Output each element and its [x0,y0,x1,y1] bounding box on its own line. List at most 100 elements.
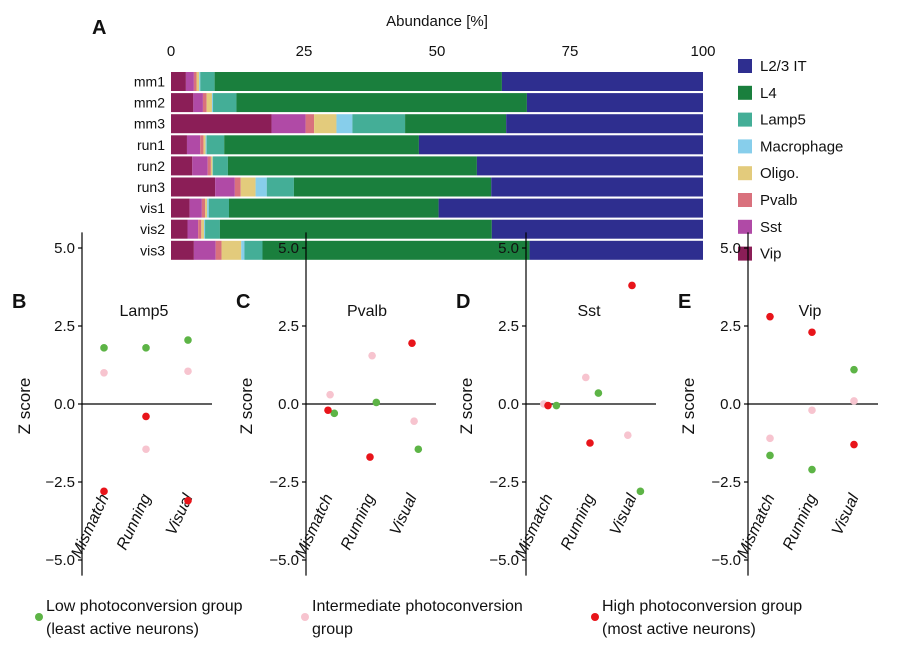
x-category-label-running: Running [780,491,821,552]
bar-segment-vis2-lamp5 [205,219,220,239]
panel-d-y-axis-label: Z score [457,378,476,435]
panel-a-row-label-run2: run2 [137,158,165,174]
point-pvalb-mismatch-low [330,409,339,418]
y-tick-label: 5.0 [498,240,519,257]
bar-segment-run1-sst [186,135,201,155]
legend-high-marker [591,613,599,621]
legend-label-vip: Vip [760,246,781,263]
bar-segment-vis1-oligo [205,198,208,218]
legend-label-lamp5: Lamp5 [760,112,806,129]
panel-a-row-label-vis1: vis1 [140,200,165,216]
y-tick-label: 0.0 [54,396,75,413]
y-tick-label: 2.5 [54,318,75,335]
legend-high-line1: High photoconversion group [602,598,802,615]
bar-segment-vis2-macrophage [203,219,206,239]
y-tick-label: −5.0 [269,552,299,569]
legend-label-oligo: Oligo. [760,165,799,182]
panel-c-title: Pvalb [347,303,387,320]
point-pvalb-visual-int [410,417,418,425]
x-category-label-mismatch: Mismatch [68,491,112,560]
point-pvalb-running-low [372,398,381,407]
bar-segment-vis3-oligo [221,240,242,260]
bar-segment-vis1-lamp5 [208,198,229,218]
y-tick-label: −5.0 [45,552,75,569]
bar-segment-vis2-oligo [201,219,204,239]
point-sst-running-low [594,389,603,397]
bar-segment-mm1-pvalb [193,72,197,91]
bar-segment-mm2-macrophage [211,93,214,113]
point-sst-running-int [582,373,590,382]
bar-segment-vis3-lamp5 [244,240,263,260]
point-sst-visual-int [624,431,632,440]
panel-a-x-tick-label: 75 [562,43,579,60]
bar-segment-mm1-sst [185,72,194,91]
panel-a-row-label-mm1: mm1 [134,74,165,90]
y-tick-label: 5.0 [278,240,299,257]
panel-c-y-axis-label: Z score [237,378,256,435]
point-pvalb-mismatch-int [326,390,334,399]
point-vip-mismatch-high [766,312,774,321]
bar-segment-mm2-pvalb [202,93,207,113]
x-category-label-mismatch: Mismatch [512,491,556,560]
point-vip-running-int [808,406,816,415]
y-tick-label: 5.0 [720,240,741,257]
legend-swatch-oligo [738,166,752,181]
point-lamp5-visual-low [184,336,192,344]
bar-segment-run3-lamp5 [266,177,294,197]
bar-segment-mm3-l4 [405,114,507,134]
legend-label-macrophage: Macrophage [760,138,843,155]
point-pvalb-mismatch-high [324,406,332,415]
group-legend: Low photoconversion group (least active … [35,598,802,638]
y-tick-label: 0.0 [498,396,519,413]
panel-a-row-label-mm2: mm2 [134,95,165,111]
bar-segment-mm3-sst [271,114,306,134]
panel-b-letter: B [12,291,26,313]
bar-segment-vis2-pvalb [198,219,202,239]
legend-low-marker [35,613,43,621]
bar-segment-run2-pvalb [207,156,211,176]
bar-segment-run1-l2-3-it [418,135,703,155]
point-lamp5-mismatch-high [100,487,108,496]
x-category-label-visual: Visual [829,491,863,538]
y-tick-label: −2.5 [269,474,299,491]
bar-segment-mm3-macrophage [336,114,353,134]
y-tick-label: −2.5 [711,474,741,491]
bar-segment-vis1-macrophage [207,198,209,218]
bar-segment-run1-vip [171,135,187,155]
point-lamp5-visual-high [184,496,192,505]
bar-segment-vis3-l4 [262,240,530,260]
bar-segment-mm2-sst [193,93,203,113]
point-lamp5-running-low [142,344,150,352]
bar-segment-vis1-sst [189,198,202,218]
bar-segment-mm1-lamp5 [200,72,215,91]
legend-low-line2: (least active neurons) [46,621,199,638]
panel-c-pvalb-scatter: C Pvalb Z score 5.0 2.5 0.0 −2.5 −5.0Mismatc… [236,232,436,576]
bar-segment-run2-l2-3-it [476,156,703,176]
bar-segment-run2-lamp5 [213,156,228,176]
point-vip-visual-int [850,397,858,405]
bar-segment-run2-sst [192,156,208,176]
bar-segment-vis3-l2-3-it [529,240,703,260]
panel-e-title: Vip [799,303,822,320]
bar-segment-run3-oligo [240,177,256,197]
x-category-label-running: Running [338,491,379,552]
x-category-label-visual: Visual [387,491,421,538]
legend-label-l4: L4 [760,85,777,102]
y-tick-label: 0.0 [720,396,741,413]
panel-a-bars [171,72,703,260]
legend-swatch-l4 [738,85,752,100]
bar-segment-vis1-pvalb [201,198,206,218]
bar-segment-run1-macrophage [205,135,207,155]
bar-segment-run1-oligo [203,135,206,155]
point-vip-visual-low [850,365,858,374]
bar-segment-run3-macrophage [255,177,267,197]
point-pvalb-visual-low [414,445,423,454]
panel-b-y-axis-label: Z score [15,378,34,435]
bar-segment-mm2-l4 [236,93,527,113]
point-vip-visual-high [850,440,858,449]
panel-a-letter: A [92,17,106,39]
point-lamp5-running-int [142,445,150,454]
panel-a-stacked-bar-chart: A Abundance [%] 0 25 50 75 100 mm1 mm2 mm3 run1… [92,13,843,263]
